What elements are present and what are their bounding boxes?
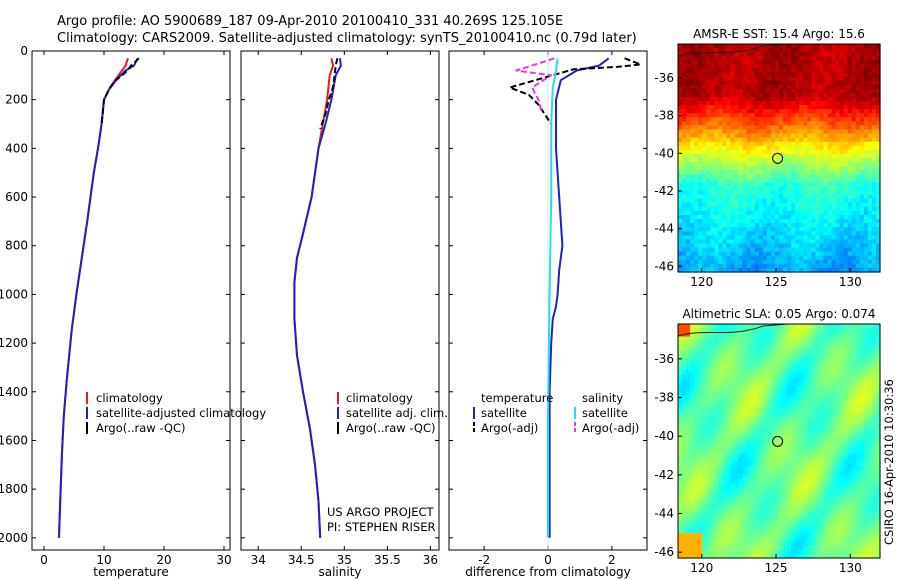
x-axis-label: difference from climatology	[465, 565, 631, 579]
temperature-legend: climatology satellite-adjusted climatolo…	[86, 391, 266, 435]
legend-label-argo: Argo(..raw -QC)	[346, 421, 436, 435]
y-tick-label: 200	[5, 93, 28, 107]
y-tick-label: -36	[654, 352, 674, 366]
legend-label-climatology: climatology	[346, 391, 413, 405]
series-line-argo-raw-qc-	[319, 58, 339, 130]
legend-label-argo: Argo(..raw -QC)	[96, 421, 186, 435]
project-annotation: US ARGO PROJECT	[327, 505, 435, 519]
map-frame	[677, 323, 881, 559]
y-tick-label: -42	[654, 184, 674, 198]
x-axis-label: temperature	[93, 565, 168, 579]
sla-map-panel: 120 125 130 -36 -38 -40 -42 -44 -46 Altimetric SL…	[654, 307, 881, 575]
x-tick-label: 20	[156, 553, 171, 567]
x-tick-label: 35	[337, 553, 352, 567]
plot-frame	[31, 50, 231, 551]
coastline	[677, 323, 789, 337]
plot-frame	[240, 50, 440, 551]
y-tick-label: 1600	[0, 433, 28, 447]
credit-annotation: CSIRO 16-Apr-2010 10:30:36	[882, 379, 896, 545]
salinity-panel: 34 34.5 35 35.5 36 salinity	[240, 50, 440, 579]
y-tick-label: 600	[5, 190, 28, 204]
legend-label-climatology: climatology	[96, 391, 163, 405]
y-tick-label: 1400	[0, 385, 28, 399]
y-tick-label: 400	[5, 141, 28, 155]
series-line-salinity-argo-adj-	[515, 57, 555, 113]
x-tick-label: 2	[608, 553, 616, 567]
x-tick-label: 10	[96, 553, 111, 567]
map-field	[678, 324, 881, 559]
series-line-temperature-argo-adj-	[508, 57, 642, 125]
legend-label-temp-satellite: satellite	[481, 406, 527, 420]
map-field	[678, 44, 881, 273]
y-tick-label: -40	[654, 429, 674, 443]
coastline	[677, 43, 789, 57]
x-tick-label: 0	[40, 553, 48, 567]
legend-label-sal-satellite: satellite	[582, 406, 628, 420]
temperature-panel: 0 10 20 30 0 200 400 600 800 1000 1200 1400 1600 1800…	[0, 44, 232, 579]
x-axis-label: salinity	[318, 565, 361, 579]
y-tick-label: 0	[20, 44, 28, 58]
argo-location-marker	[772, 152, 784, 164]
y-tick-label: 2000	[0, 531, 28, 545]
x-tick-label: 34.5	[288, 553, 315, 567]
x-tick-label: 125	[765, 275, 788, 289]
legend-label-temp-argo: Argo(-adj)	[481, 421, 538, 435]
legend-header-temperature: temperature	[481, 391, 553, 405]
legend-label-satellite: satellite adj. clim.	[346, 406, 448, 420]
y-tick-label: 1200	[0, 336, 28, 350]
y-tick-label: -40	[654, 146, 674, 160]
x-tick-label: 0	[544, 553, 552, 567]
sst-map-panel: 120 125 130 -36 -38 -40 -42 -44 -46 AMSR-E SST: 1…	[654, 27, 881, 289]
x-tick-label: 130	[839, 561, 862, 575]
x-tick-label: 36	[423, 553, 438, 567]
series-line-salinity-satellite	[547, 58, 559, 538]
argo-location-marker	[772, 435, 784, 447]
y-tick-label: 800	[5, 239, 28, 253]
difference-legend: temperature satellite Argo(-adj) salinit…	[473, 391, 639, 435]
x-tick-label: -2	[478, 553, 490, 567]
series-line-satellite-adj-clim-	[293, 58, 342, 538]
x-tick-label: 125	[765, 561, 788, 575]
y-tick-label: 1000	[0, 287, 28, 301]
salinity-legend: climatology satellite adj. clim. Argo(..…	[337, 391, 448, 435]
map-title: Altimetric SLA: 0.05 Argo: 0.074	[682, 307, 875, 321]
series-line-temperature-satellite	[548, 57, 610, 538]
x-tick-label: 120	[690, 275, 713, 289]
legend-label-sal-argo: Argo(-adj)	[582, 421, 639, 435]
map-title: AMSR-E SST: 15.4 Argo: 15.6	[693, 27, 865, 41]
y-tick-label: -38	[654, 109, 674, 123]
x-tick-label: 30	[216, 553, 231, 567]
y-tick-label: -38	[654, 390, 674, 404]
x-tick-label: 34	[251, 553, 266, 567]
legend-header-salinity: salinity	[582, 391, 623, 405]
map-frame	[677, 43, 881, 273]
y-tick-label: -46	[654, 545, 674, 559]
pi-annotation: PI: STEPHEN RISER	[327, 520, 436, 534]
y-tick-label: -36	[654, 71, 674, 85]
header-line1: Argo profile: AO 5900689_187 09-Apr-2010…	[57, 14, 563, 29]
y-tick-label: -44	[654, 507, 674, 521]
x-tick-label: 35.5	[374, 553, 401, 567]
x-tick-label: 120	[690, 561, 713, 575]
y-tick-label: -42	[654, 468, 674, 482]
y-tick-label: -46	[654, 259, 674, 273]
legend-label-satellite: satellite-adjusted climatology	[96, 406, 266, 420]
y-tick-label: -44	[654, 222, 674, 236]
y-tick-label: 1800	[0, 482, 28, 496]
header-line2: Climatology: CARS2009. Satellite-adjuste…	[57, 31, 637, 46]
x-tick-label: 130	[839, 275, 862, 289]
